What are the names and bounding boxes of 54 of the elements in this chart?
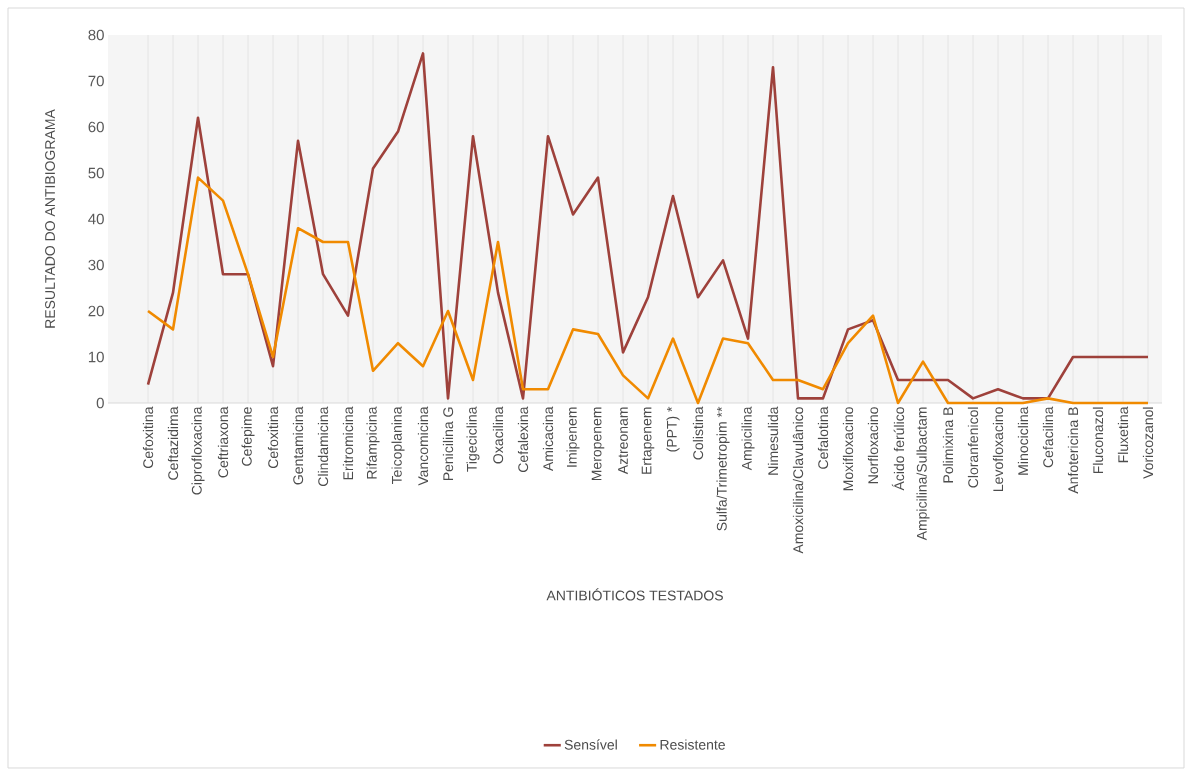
x-tick-label: Levofloxacino bbox=[992, 407, 1004, 491]
x-tick-label: Moxifloxacino bbox=[842, 407, 854, 491]
x-tick-label: Ceftriaxona bbox=[217, 406, 229, 478]
y-tick-label: 50 bbox=[88, 167, 104, 179]
x-tick-label: Norfloxacino bbox=[867, 407, 879, 484]
x-tick-label: Cefalexina bbox=[517, 406, 529, 472]
y-tick-label: 40 bbox=[88, 213, 104, 225]
x-tick-label: Cefalotina bbox=[817, 406, 829, 469]
x-tick-label: Cefepime bbox=[241, 407, 255, 466]
x-tick-label: Fluxetina bbox=[1117, 406, 1129, 463]
x-tick-label: Polimixina B bbox=[942, 407, 954, 483]
x-tick-label: (PPT) * bbox=[666, 406, 680, 452]
y-tick-label: 30 bbox=[88, 259, 104, 271]
x-tick-label: Ácido ferúlico bbox=[891, 407, 905, 491]
x-tick-label: Aztreonam bbox=[618, 407, 628, 475]
x-tick-label: Ciprofloxacina bbox=[191, 406, 205, 495]
x-tick-label: Teicoplanina bbox=[391, 406, 405, 485]
y-tick-label: 10 bbox=[88, 351, 104, 363]
x-tick-label: Eritromicina bbox=[342, 406, 354, 480]
x-tick-label: Ertapenem bbox=[641, 407, 655, 474]
x-tick-label: Gentamicina bbox=[292, 406, 304, 485]
x-tick-label: Ampicilina/Sulbactam bbox=[916, 407, 930, 541]
y-tick-label: 20 bbox=[88, 305, 104, 317]
x-tick-label: Tigeciclina bbox=[466, 406, 480, 472]
x-tick-label: Anfotericina B bbox=[1067, 407, 1079, 494]
x-tick-label: Sulfa/Trimetropim ** bbox=[716, 406, 730, 531]
x-tick-label: Voricozanol bbox=[1142, 407, 1154, 479]
x-tick-label: Amicacina bbox=[542, 406, 554, 472]
x-tick-label: Vancomicina bbox=[417, 406, 429, 486]
x-tick-label: Rifampicina bbox=[366, 406, 380, 479]
y-tick-label: 80 bbox=[88, 29, 104, 41]
x-tick-label: Imipenem bbox=[566, 407, 580, 467]
x-tick-label: Ampicilina bbox=[741, 406, 755, 471]
x-tick-label: Amoxicilina/Clavulânico bbox=[792, 407, 804, 554]
legend-label: Sensível bbox=[564, 739, 617, 750]
y-tick-label: 70 bbox=[88, 75, 104, 87]
x-tick-label: Meropenem bbox=[591, 407, 605, 481]
x-tick-label: Cefacilina bbox=[1042, 406, 1054, 468]
x-tick-label: Clindamicina bbox=[317, 406, 329, 486]
x-tick-label: Cefoxitina bbox=[142, 406, 154, 469]
x-tick-label: Cefoxitina bbox=[267, 406, 279, 469]
x-axis-title: ANTIBIÓTICOS TESTADOS bbox=[546, 588, 723, 601]
x-tick-label: Penicilina G bbox=[442, 407, 454, 481]
x-tick-label: Minociclina bbox=[1017, 406, 1029, 475]
x-tick-label: Nimesulida bbox=[767, 406, 779, 475]
legend-label: Resistente bbox=[660, 739, 725, 750]
x-tick-label: Ceftazidima bbox=[167, 406, 179, 480]
y-tick-label: 60 bbox=[88, 121, 104, 133]
x-tick-label: Fluconazol bbox=[1092, 407, 1104, 474]
y-axis-title: RESULTADO DO ANTIBIOGRAMA bbox=[45, 109, 56, 328]
y-tick-label: 0 bbox=[96, 397, 104, 409]
x-tick-label: Colistina bbox=[692, 406, 704, 460]
x-tick-label: Oxacilina bbox=[492, 406, 504, 464]
x-tick-label: Cloranfenicol bbox=[967, 407, 979, 488]
